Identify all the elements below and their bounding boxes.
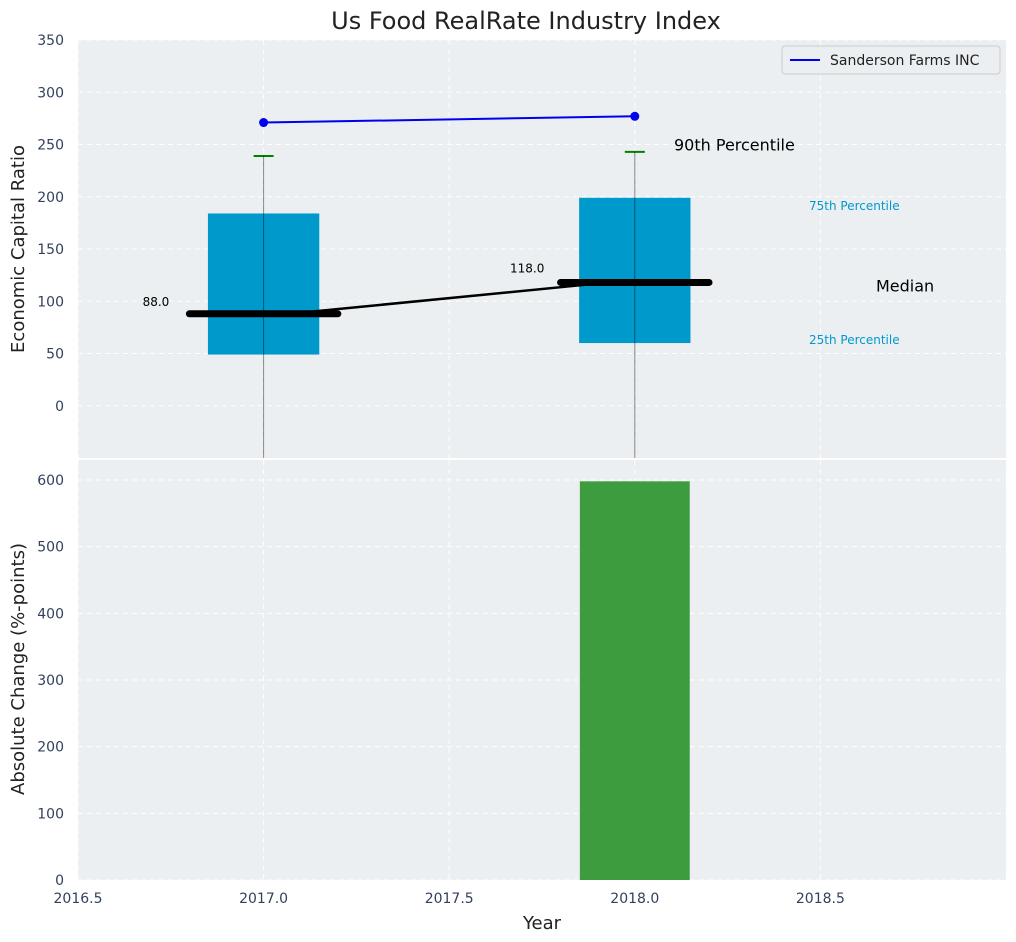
top-ytick-label: 100 <box>37 294 64 310</box>
top-ytick-label: 350 <box>37 33 64 49</box>
bottom-ytick-label: 600 <box>37 473 64 489</box>
median-annotation: Median <box>876 277 934 296</box>
top-ytick-label: 0 <box>55 399 64 415</box>
legend-box <box>781 45 1001 75</box>
bottom-ytick-label: 0 <box>55 873 64 889</box>
top-ytick-label: 250 <box>37 138 64 154</box>
bottom-ytick-label: 100 <box>37 806 64 822</box>
bottom-plot-background <box>78 460 1006 880</box>
series-point <box>630 111 640 121</box>
chart-title: Us Food RealRate Industry Index <box>331 7 721 35</box>
x-tick-label: 2018.0 <box>610 891 659 907</box>
p25-annotation: 25th Percentile <box>809 333 900 347</box>
legend-label: Sanderson Farms INC <box>830 53 980 69</box>
top-ytick-label: 300 <box>37 85 64 101</box>
bottom-ytick-label: 400 <box>37 606 64 622</box>
change-bar <box>579 481 690 880</box>
legend: Sanderson Farms INC <box>781 45 1001 75</box>
top-ytick-label: 200 <box>37 190 64 206</box>
median-value-label: 88.0 <box>143 295 170 309</box>
p75-annotation: 75th Percentile <box>809 199 900 213</box>
bottom-ytick-label: 500 <box>37 540 64 556</box>
series-line <box>263 115 635 124</box>
x-axis-label: Year <box>522 913 562 934</box>
top-ytick-label: 50 <box>46 347 64 363</box>
bottom-ytick-label: 200 <box>37 740 64 756</box>
top-ytick-label: 150 <box>37 242 64 258</box>
bottom-ytick-label: 300 <box>37 673 64 689</box>
p90-annotation: 90th Percentile <box>674 136 795 155</box>
iqr-box <box>207 213 320 355</box>
bottom-panel: 0 100 200 300 400 500 600 2016.5 2017.0 2017.5 20… <box>8 460 1006 934</box>
series-point <box>259 118 269 128</box>
x-tick-label: 2016.5 <box>54 891 103 907</box>
top-panel: 0 50 100 150 200 250 300 350 88.0 118.0 90th Perc… <box>8 7 1006 458</box>
median-trend-line <box>289 281 609 316</box>
median-value-label: 118.0 <box>510 261 544 275</box>
x-tick-label: 2018.5 <box>796 891 845 907</box>
bottom-ylabel: Absolute Change (%-points) <box>8 543 29 795</box>
x-tick-label: 2017.0 <box>239 891 288 907</box>
top-ylabel: Economic Capital Ratio <box>8 145 29 353</box>
iqr-box <box>579 197 691 344</box>
x-tick-label: 2017.5 <box>425 891 474 907</box>
